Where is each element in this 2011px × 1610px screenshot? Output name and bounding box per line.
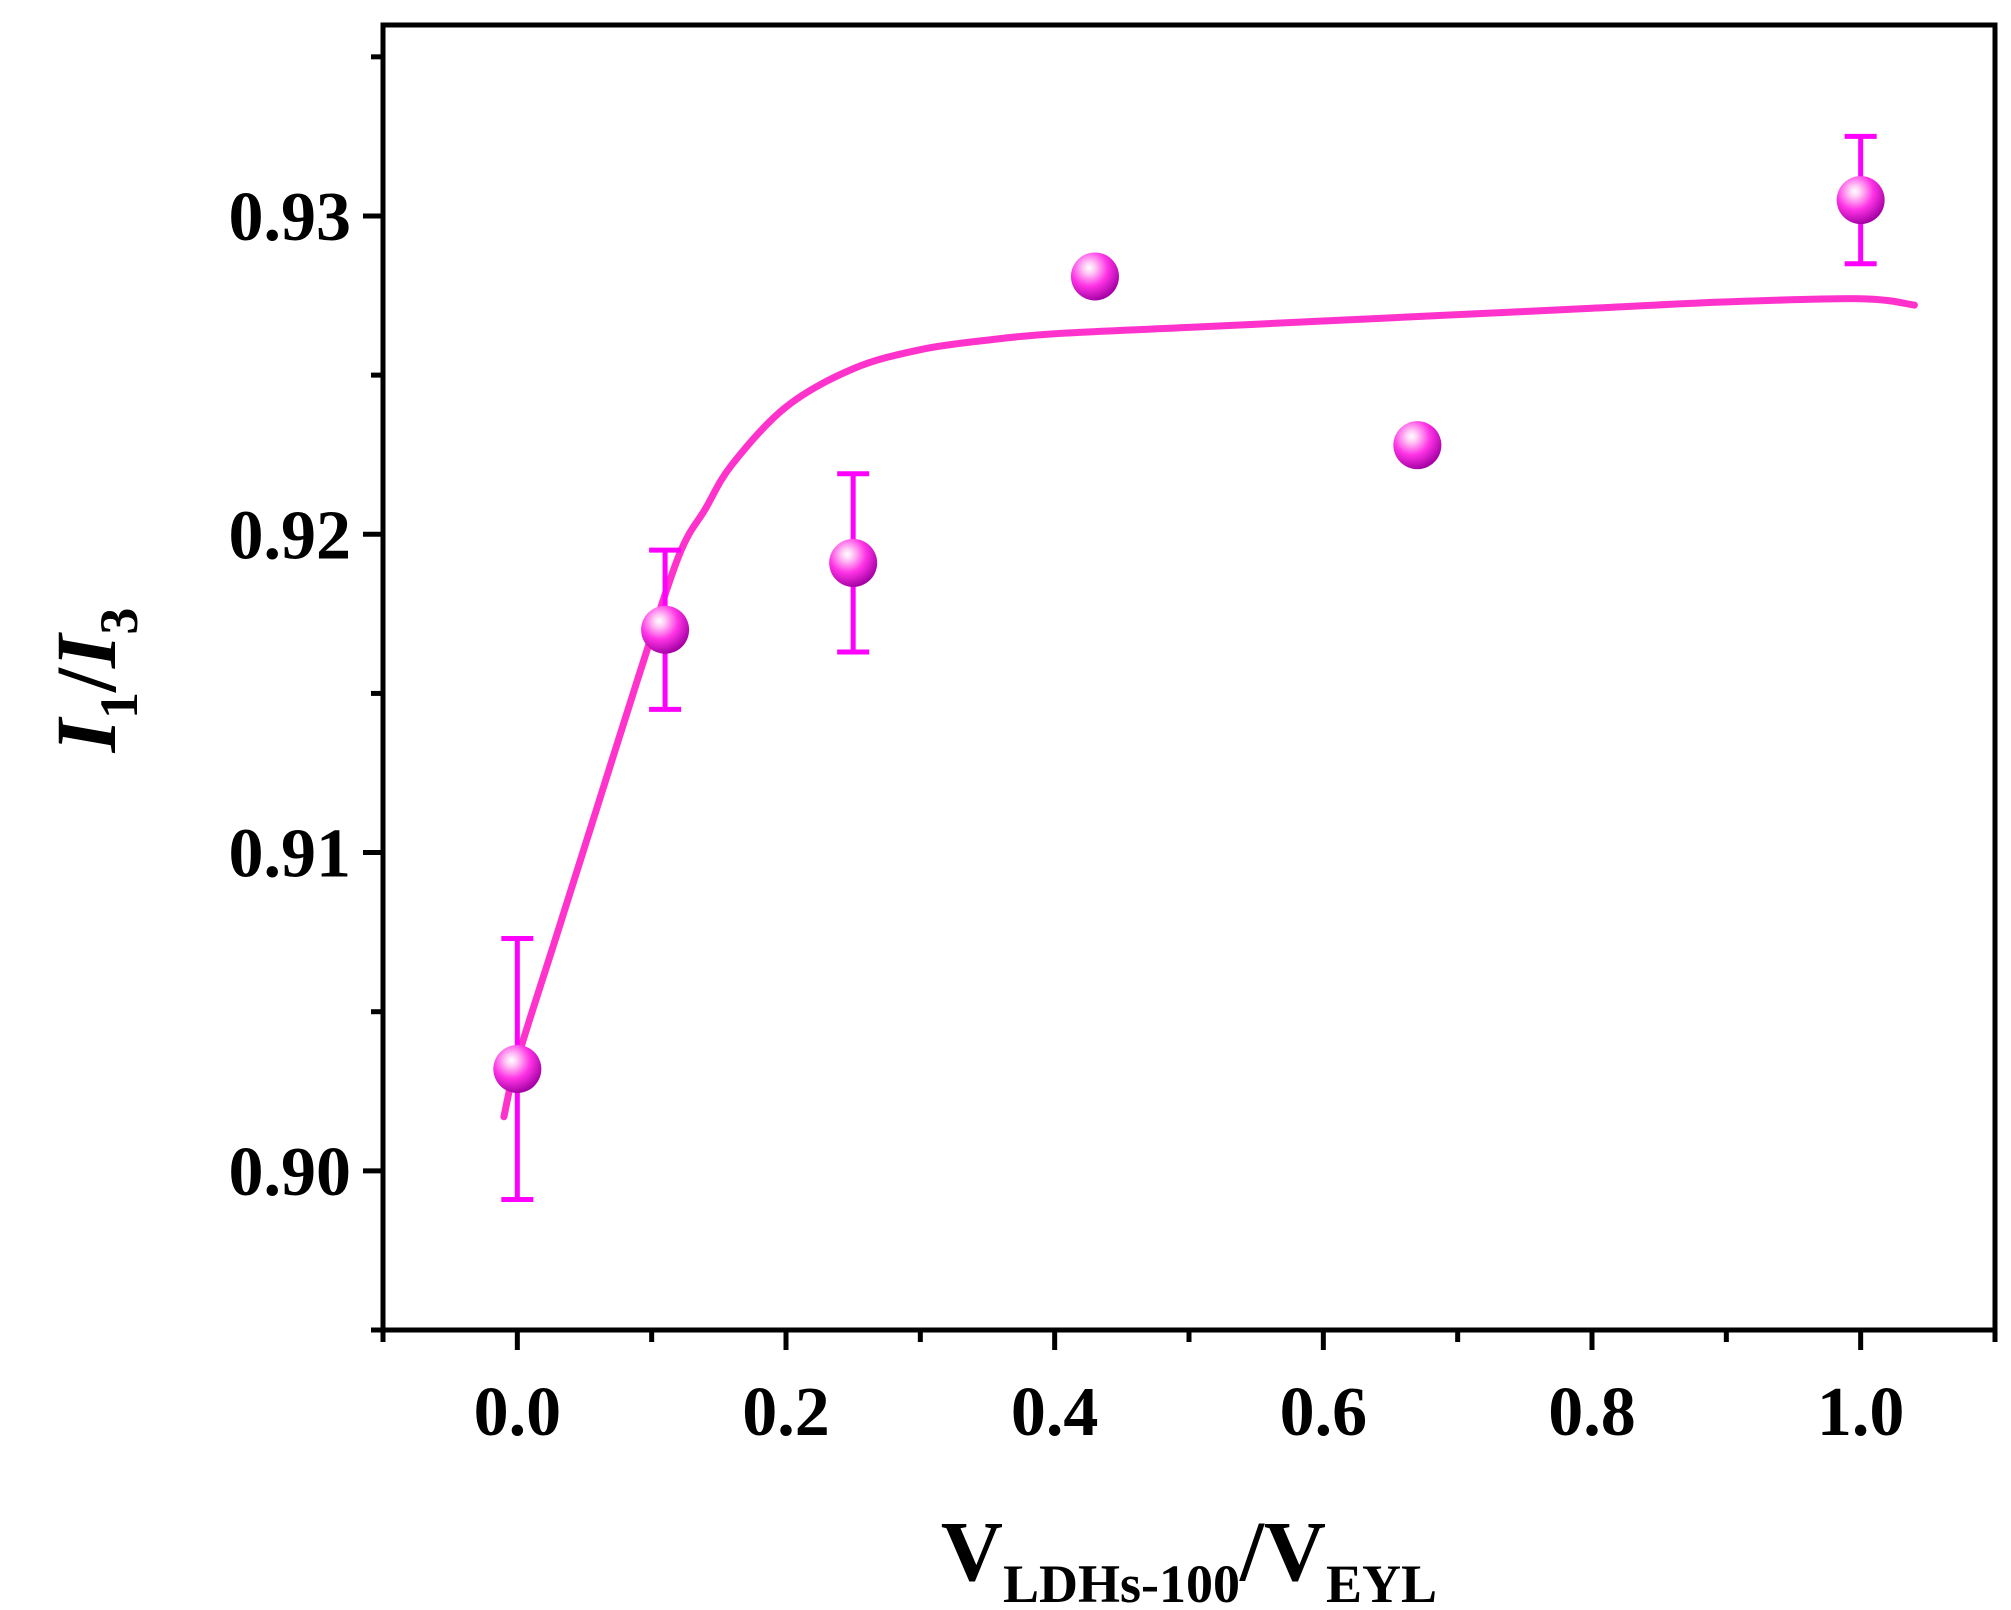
x-tick-label: 0.8 — [1548, 1374, 1636, 1451]
data-point — [1070, 252, 1119, 301]
y-tick-label: 0.90 — [229, 1134, 352, 1211]
y-axis-title: I1/I3 — [38, 608, 149, 754]
data-marker — [1393, 421, 1442, 470]
x-tick-label: 0.4 — [1011, 1374, 1099, 1451]
fit-curve — [500, 295, 1918, 1121]
x-tick-label: 0.6 — [1280, 1374, 1368, 1451]
y-tick-label: 0.92 — [229, 497, 352, 574]
data-point — [829, 471, 878, 655]
data-marker — [641, 605, 690, 654]
y-tick-label: 0.93 — [229, 179, 352, 256]
data-point — [493, 936, 542, 1202]
y-tick-label: 0.91 — [229, 816, 352, 893]
x-axis-ticks: 0.0 0.2 0.4 0.6 0.8 1.0 — [380, 1330, 1998, 1451]
data-marker — [1836, 176, 1885, 225]
data-marker — [493, 1045, 542, 1093]
data-marker — [829, 538, 878, 587]
data-point — [641, 547, 690, 712]
data-marker — [1070, 252, 1119, 301]
x-axis-title: VLDHs-100/VEYL — [941, 1503, 1437, 1610]
x-tick-label: 1.0 — [1817, 1374, 1905, 1451]
data-point — [1393, 421, 1442, 470]
data-point — [1836, 133, 1885, 267]
y-axis-ticks: 0.90 0.91 0.92 0.93 — [229, 54, 383, 1333]
plot-area — [380, 22, 1998, 1333]
x-tick-label: 0.2 — [742, 1374, 830, 1451]
x-tick-label: 0.0 — [474, 1374, 562, 1451]
data-points-layer — [493, 133, 1885, 1202]
fit-curve-layer — [500, 295, 1918, 1121]
